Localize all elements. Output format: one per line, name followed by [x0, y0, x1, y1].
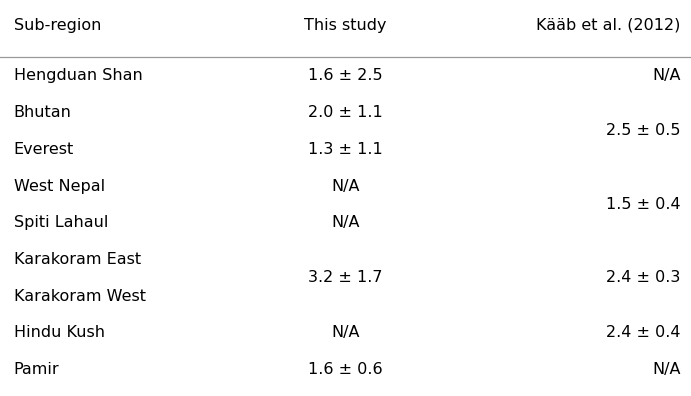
Text: 1.6 ± 2.5: 1.6 ± 2.5	[308, 68, 383, 83]
Text: N/A: N/A	[652, 362, 681, 377]
Text: Hengduan Shan: Hengduan Shan	[14, 68, 142, 83]
Text: 2.0 ± 1.1: 2.0 ± 1.1	[308, 105, 383, 120]
Text: West Nepal: West Nepal	[14, 179, 105, 194]
Text: Kääb et al. (2012): Kääb et al. (2012)	[536, 18, 681, 33]
Text: N/A: N/A	[331, 179, 360, 194]
Text: Everest: Everest	[14, 142, 74, 157]
Text: 1.5 ± 0.4: 1.5 ± 0.4	[606, 197, 681, 212]
Text: Karakoram West: Karakoram West	[14, 289, 146, 304]
Text: N/A: N/A	[331, 326, 360, 341]
Text: 2.4 ± 0.3: 2.4 ± 0.3	[606, 270, 681, 286]
Text: 1.3 ± 1.1: 1.3 ± 1.1	[308, 142, 383, 157]
Text: Spiti Lahaul: Spiti Lahaul	[14, 215, 108, 230]
Text: Karakoram East: Karakoram East	[14, 252, 141, 267]
Text: 1.6 ± 0.6: 1.6 ± 0.6	[308, 362, 383, 377]
Text: 2.5 ± 0.5: 2.5 ± 0.5	[606, 124, 681, 138]
Text: 2.4 ± 0.4: 2.4 ± 0.4	[606, 326, 681, 341]
Text: Hindu Kush: Hindu Kush	[14, 326, 105, 341]
Text: 3.2 ± 1.7: 3.2 ± 1.7	[308, 270, 383, 286]
Text: N/A: N/A	[652, 68, 681, 83]
Text: Pamir: Pamir	[14, 362, 59, 377]
Text: Sub-region: Sub-region	[14, 18, 101, 33]
Text: Bhutan: Bhutan	[14, 105, 72, 120]
Text: N/A: N/A	[331, 215, 360, 230]
Text: This study: This study	[304, 18, 387, 33]
